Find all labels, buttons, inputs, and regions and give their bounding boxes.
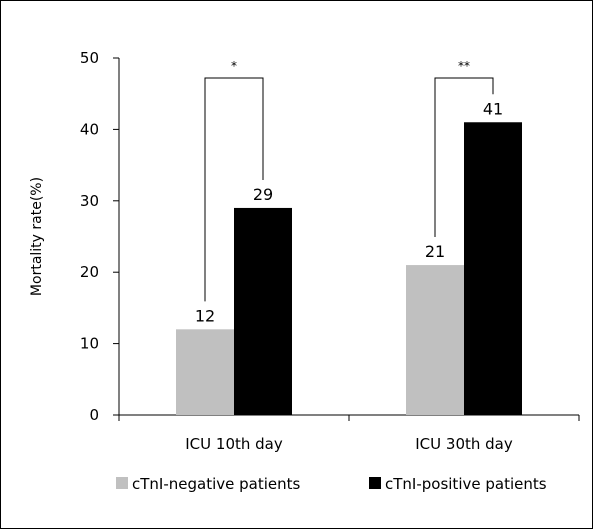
x-category-label: ICU 10th day xyxy=(185,435,283,453)
bar-negative xyxy=(176,329,234,415)
y-axis-title: Mortality rate(%) xyxy=(29,177,45,296)
significance-bracket xyxy=(204,77,264,302)
legend-label: cTnI-negative patients xyxy=(132,475,301,493)
y-tick-label: 30 xyxy=(80,192,99,210)
legend-swatch xyxy=(116,477,128,489)
y-tick-label: 0 xyxy=(89,406,99,424)
data-label: 29 xyxy=(253,185,273,204)
data-label: 12 xyxy=(195,306,215,325)
bar-negative xyxy=(406,265,464,415)
significance-marker: * xyxy=(231,59,237,73)
data-label: 41 xyxy=(483,99,503,118)
y-tick-label: 10 xyxy=(80,335,99,353)
legend-swatch xyxy=(369,477,381,489)
data-label: 21 xyxy=(425,242,445,261)
significance-marker: ** xyxy=(458,59,470,73)
y-tick-label: 40 xyxy=(80,120,99,138)
y-tick-label: 20 xyxy=(80,263,99,281)
bar-positive xyxy=(234,207,292,415)
significance-bracket xyxy=(434,77,494,238)
bar-positive xyxy=(464,122,522,415)
x-category-label: ICU 30th day xyxy=(415,435,513,453)
y-tick-label: 50 xyxy=(80,49,99,67)
legend-label: cTnI-positive patients xyxy=(385,475,547,493)
